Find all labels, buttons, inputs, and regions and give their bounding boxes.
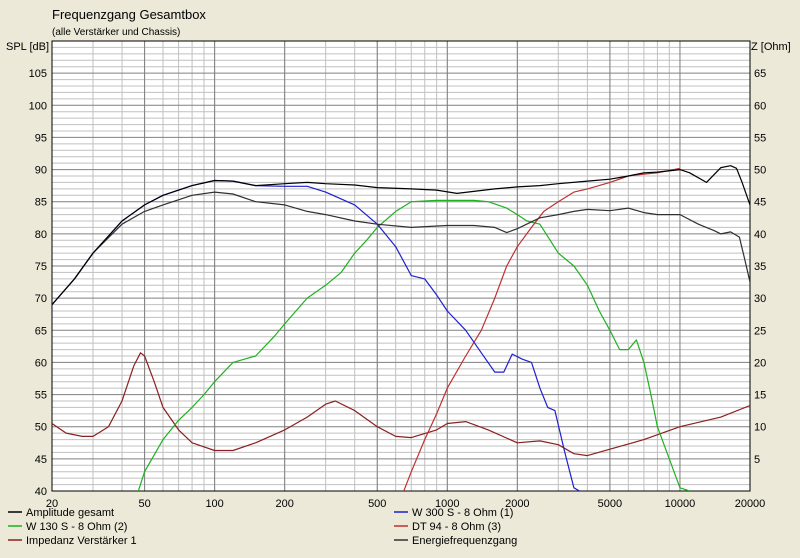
y-right-tick-label: 25 <box>754 325 766 337</box>
x-tick-label: 2000 <box>505 498 529 510</box>
x-tick-label: 100 <box>205 498 223 510</box>
plot-border <box>51 40 751 492</box>
y-left-tick-label: 55 <box>35 390 47 402</box>
x-tick-label: 500 <box>368 498 386 510</box>
y-left-tick-label: 45 <box>35 454 47 466</box>
y-left-tick-label: 60 <box>35 357 47 369</box>
y-right-tick-label: 10 <box>754 422 766 434</box>
y-right-tick-label: 15 <box>754 390 766 402</box>
legend-label: Amplitude gesamt <box>26 507 114 519</box>
x-tick-label: 20 <box>46 498 58 510</box>
y-left-tick-label: 80 <box>35 229 47 241</box>
x-tick-label: 20000 <box>735 498 766 510</box>
y-right-tick-label: 65 <box>754 68 766 80</box>
y-left-tick-label: 40 <box>35 486 47 498</box>
y-left-tick-label: 105 <box>29 68 47 80</box>
y-left-tick-label: 100 <box>29 100 47 112</box>
y-left-tick-label: 70 <box>35 293 47 305</box>
y-left-tick-label: 65 <box>35 325 47 337</box>
x-tick-label: 5000 <box>598 498 622 510</box>
legend-label: W 300 S - 8 Ohm (1) <box>412 507 513 519</box>
x-tick-label: 50 <box>138 498 150 510</box>
y-axis-left-label: SPL [dB] <box>6 41 49 53</box>
chart-subtitle: (alle Verstärker und Chassis) <box>52 27 180 38</box>
series-line-energiefrequenzgang <box>52 191 750 305</box>
x-tick-label: 200 <box>275 498 293 510</box>
legend-label: DT 94 - 8 Ohm (3) <box>412 521 501 533</box>
y-left-tick-label: 90 <box>35 165 47 177</box>
chart-title: Frequenzgang Gesamtbox <box>52 7 206 22</box>
y-right-tick-label: 20 <box>754 357 766 369</box>
legend: Amplitude gesamt W 300 S - 8 Ohm (1) W 130… <box>8 507 517 547</box>
y-right-tick-label: 50 <box>754 165 766 177</box>
x-tick-label: 10000 <box>665 498 696 510</box>
y-axis-right-label: Z [Ohm] <box>751 41 791 53</box>
y-right-tick-label: 5 <box>754 454 760 466</box>
series-line-amplitude-gesamt <box>52 165 750 305</box>
y-right-tick-label: 30 <box>754 293 766 305</box>
y-right-tick-label: 55 <box>754 132 766 144</box>
y-right-tick-label: 35 <box>754 261 766 273</box>
y-left-tick-label: 50 <box>35 422 47 434</box>
y-left-tick-label: 95 <box>35 132 47 144</box>
legend-label: W 130 S - 8 Ohm (2) <box>26 521 127 533</box>
legend-label: Impedanz Verstärker 1 <box>26 535 137 547</box>
y-left-tick-label: 75 <box>35 261 47 273</box>
legend-label: Energiefrequenzgang <box>412 535 517 547</box>
y-right-tick-label: 60 <box>754 100 766 112</box>
series-line-impedanz-verst-rker-1 <box>52 352 750 457</box>
y-left-tick-label: 85 <box>35 197 47 209</box>
plot-layer: 20 50 100 200 500 1000 2000 5000 10000 20000 40 45 5… <box>29 40 766 510</box>
y-right-tick-label: 40 <box>754 229 766 241</box>
series-line-w-130-s-8-ohm-2 <box>137 199 690 491</box>
y-right-tick-label: 45 <box>754 197 766 209</box>
x-tick-label: 1000 <box>435 498 459 510</box>
